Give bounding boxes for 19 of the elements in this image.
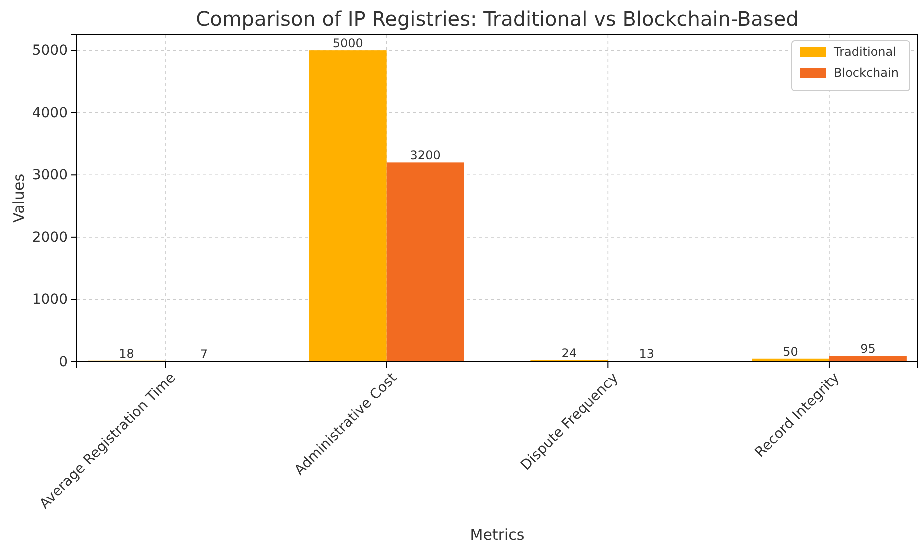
data-label: 95 (860, 342, 876, 356)
y-tick-label: 4000 (32, 105, 68, 122)
legend-label: Traditional (833, 45, 896, 59)
data-label: 5000 (332, 36, 364, 51)
data-label: 24 (562, 346, 578, 361)
y-tick-label: 1000 (32, 292, 68, 308)
y-tick-label: 3000 (32, 168, 68, 184)
data-label: 13 (639, 347, 655, 362)
x-axis-title: Metrics (470, 526, 525, 544)
y-axis-title: Values (10, 174, 28, 224)
y-tick-label: 0 (59, 354, 68, 370)
chart-title: Comparison of IP Registries: Traditional vs Blockchain-Based (196, 7, 799, 31)
y-tick-label: 5000 (32, 43, 68, 60)
data-label: 50 (783, 344, 798, 359)
legend-label: Blockchain (834, 66, 899, 80)
data-label: 18 (119, 346, 134, 361)
data-label: 3200 (410, 148, 441, 163)
y-tick-label: 2000 (32, 230, 68, 246)
data-label: 7 (200, 348, 208, 362)
